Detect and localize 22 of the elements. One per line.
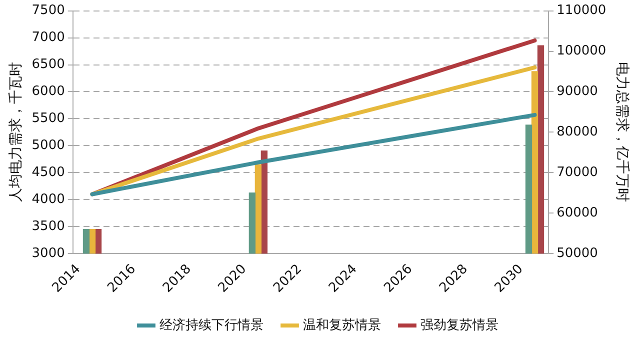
y2-tick-label: 110000 bbox=[556, 3, 606, 18]
y2-tick-label: 70000 bbox=[556, 165, 598, 180]
y-tick-label: 5000 bbox=[32, 138, 65, 154]
y-axis-title: 人均电力需求，千瓦时 bbox=[8, 62, 24, 202]
y-tick-label: 7000 bbox=[32, 30, 65, 46]
y-tick-label: 4500 bbox=[32, 165, 65, 180]
y2-axis-title: 电力总需求，亿千万时 bbox=[614, 62, 630, 202]
legend-label: 强劲复苏情景 bbox=[420, 318, 498, 333]
y-tick-label: 7500 bbox=[32, 3, 65, 18]
y2-tick-label: 80000 bbox=[556, 124, 598, 140]
y-tick-label: 3000 bbox=[32, 246, 65, 261]
y-tick-label: 3500 bbox=[32, 218, 65, 234]
y2-tick-label: 90000 bbox=[556, 84, 598, 100]
y-tick-label: 5500 bbox=[32, 111, 65, 126]
legend-label: 温和复苏情景 bbox=[302, 318, 381, 333]
y-tick-label: 4000 bbox=[32, 192, 65, 207]
y2-tick-label: 60000 bbox=[556, 205, 598, 220]
y2-tick-label: 100000 bbox=[556, 44, 606, 59]
y-tick-label: 6000 bbox=[32, 84, 65, 100]
legend-label: 经济持续下行情景 bbox=[159, 318, 264, 333]
y-tick-label: 6500 bbox=[32, 57, 65, 72]
y2-tick-label: 50000 bbox=[556, 246, 598, 261]
